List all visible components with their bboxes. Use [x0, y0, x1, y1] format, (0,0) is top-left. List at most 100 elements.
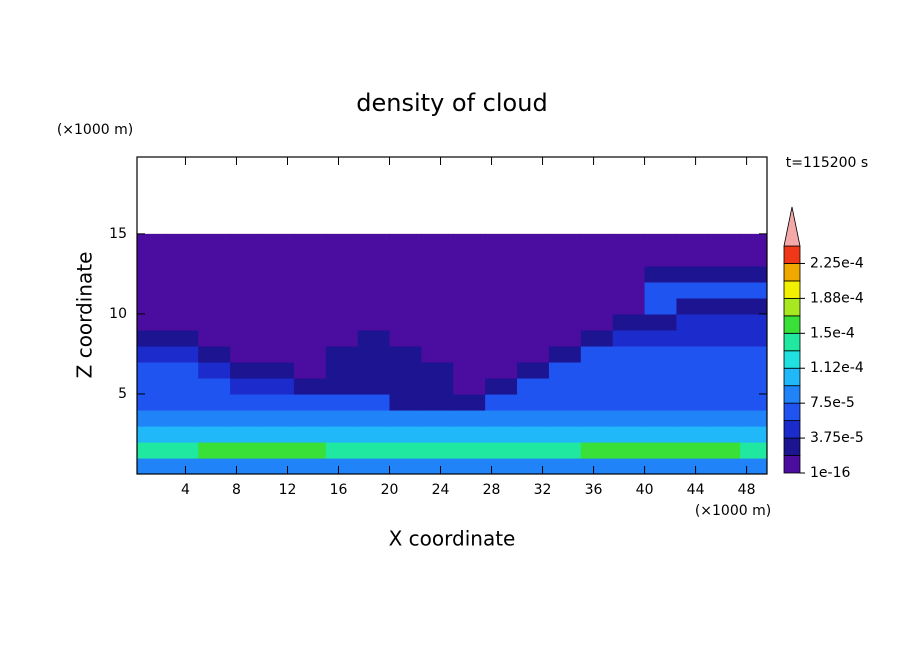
contour-cell: [293, 329, 327, 347]
contour-cell: [293, 297, 327, 315]
time-label: t=115200 s: [786, 155, 868, 171]
contour-cell: [612, 281, 646, 299]
contour-cell: [421, 329, 454, 347]
contour-cell: [548, 345, 582, 363]
contour-cell: [198, 377, 231, 395]
contour-cell: [325, 329, 359, 347]
x-tick-label: 4: [181, 482, 190, 498]
contour-cell: [389, 249, 422, 267]
contour-cell: [644, 329, 678, 347]
contour-cell: [548, 425, 582, 443]
contour-cell: [708, 329, 741, 347]
contour-cell: [293, 313, 327, 331]
contour-cell: [517, 281, 550, 299]
contour-cell: [293, 233, 327, 251]
contour-cell: [166, 409, 199, 427]
contour-cell: [612, 377, 646, 395]
contour-cell: [137, 377, 167, 395]
x-tick-label: 40: [636, 482, 654, 498]
contour-cell: [548, 297, 582, 315]
x-tick-label: 44: [687, 482, 705, 498]
contour-cell: [389, 409, 422, 427]
contour-cell: [708, 233, 741, 251]
contour-cell: [357, 425, 391, 443]
contour-cell: [517, 329, 550, 347]
contour-cell: [357, 281, 391, 299]
contour-cell: [676, 345, 709, 363]
colorbar-tick-label: 1.12e-4: [810, 360, 864, 376]
x-unit: (×1000 m): [695, 503, 771, 519]
contour-cell: [644, 265, 678, 283]
contour-cell: [166, 329, 199, 347]
contour-cell: [389, 361, 422, 379]
contour-cell: [517, 313, 550, 331]
contour-cell: [325, 457, 359, 474]
contour-cell: [421, 233, 454, 251]
contour-cell: [485, 345, 518, 363]
contour-cell: [644, 361, 678, 379]
contour-cell: [421, 377, 454, 395]
contour-cell: [166, 265, 199, 283]
contour-cell: [644, 393, 678, 411]
x-tick-label: 16: [330, 482, 348, 498]
contour-cell: [261, 409, 295, 427]
contour-cell: [166, 377, 199, 395]
contour-cell: [676, 425, 709, 443]
contour-cell: [612, 297, 646, 315]
x-tick-label: 32: [534, 482, 552, 498]
contour-cell: [293, 425, 327, 443]
contour-cell: [389, 393, 422, 411]
contour-cell: [740, 425, 767, 443]
contour-cell: [676, 265, 709, 283]
contour-cell: [548, 329, 582, 347]
contour-cell: [421, 297, 454, 315]
contour-cell: [740, 457, 767, 474]
contour-cell: [740, 409, 767, 427]
contour-cell: [485, 361, 518, 379]
contour-cell: [137, 457, 167, 474]
contour-cell: [261, 425, 295, 443]
contour-cell: [293, 265, 327, 283]
contour-cell: [708, 377, 741, 395]
contour-cell: [612, 425, 646, 443]
colorbar-tick-label: 1.88e-4: [810, 290, 864, 306]
contour-cell: [357, 233, 391, 251]
contour-cell: [517, 297, 550, 315]
contour-cell: [389, 281, 422, 299]
contour-cell: [261, 233, 295, 251]
contour-cell: [453, 361, 486, 379]
contour-cell: [293, 249, 327, 267]
contour-cell: [166, 425, 199, 443]
contour-cell: [421, 409, 454, 427]
contour-cell: [137, 345, 167, 363]
colorbar-band: [783, 263, 801, 282]
contour-cell: [580, 313, 614, 331]
colorbar-extension: [783, 206, 801, 247]
contour-cell: [293, 377, 327, 395]
contour-cell: [708, 457, 741, 474]
x-tick-label: 20: [381, 482, 399, 498]
contour-cell: [676, 393, 709, 411]
contour-cell: [357, 313, 391, 331]
contour-cell: [580, 425, 614, 443]
y-tick-label: 10: [109, 306, 127, 322]
contour-cell: [261, 329, 295, 347]
contour-cell: [453, 249, 486, 267]
contour-cell: [230, 233, 263, 251]
contour-cell: [389, 265, 422, 283]
colorbar-tick-label: 7.5e-5: [810, 395, 855, 411]
contour-cell: [198, 425, 231, 443]
contour-cell: [166, 457, 199, 474]
contour-cell: [644, 249, 678, 267]
contour-cell: [261, 249, 295, 267]
contour-cell: [708, 297, 741, 315]
contour-cell: [453, 345, 486, 363]
contour-cell: [548, 441, 582, 459]
contour-cell: [644, 233, 678, 251]
contour-cell: [198, 361, 231, 379]
contour-cell: [708, 313, 741, 331]
contour-cell: [293, 393, 327, 411]
contour-cell: [230, 265, 263, 283]
contour-cell: [517, 377, 550, 395]
contour-cell: [644, 441, 678, 459]
